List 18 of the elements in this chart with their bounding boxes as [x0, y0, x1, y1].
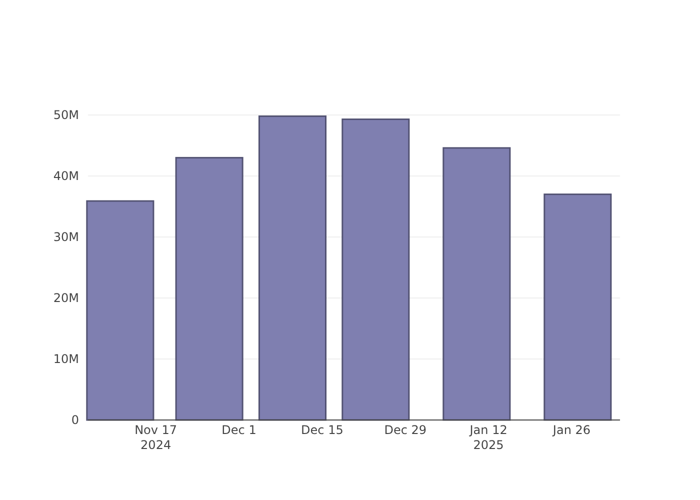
x-tick-label: Dec 15: [301, 423, 344, 437]
bar: [86, 200, 154, 421]
y-tick-label: 0: [71, 413, 79, 428]
y-tick-label: 10M: [53, 352, 79, 366]
y-tick-label: 50M: [53, 108, 79, 122]
bar: [342, 118, 410, 421]
x-tick-label: Dec 29: [384, 423, 427, 437]
x-tick-label: Dec 1: [222, 423, 256, 437]
x-tick-label: Jan 26: [552, 423, 591, 437]
bar: [442, 147, 511, 421]
y-tick-label: 30M: [53, 230, 79, 244]
x-tick-label: Jan 12 2025: [468, 423, 508, 452]
y-tick-label: 40M: [53, 169, 79, 184]
x-tick-label: Nov 17 2024: [134, 423, 178, 452]
bar: [258, 115, 327, 421]
y-tick-label: 20M: [53, 291, 79, 306]
bar: [544, 194, 612, 421]
bar: [175, 156, 244, 421]
